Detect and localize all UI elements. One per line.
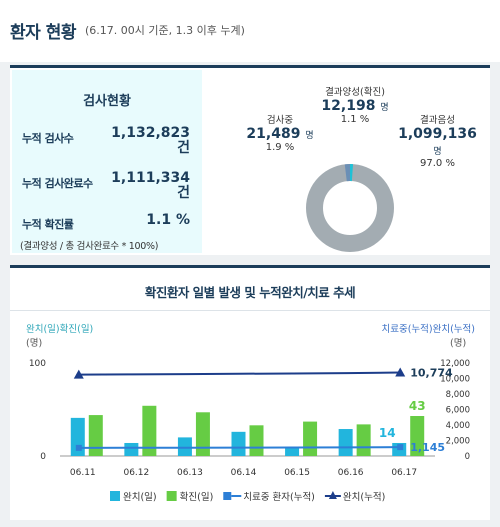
positive-value: 12,198 [321, 98, 376, 114]
line-recovered-cumulative [78, 371, 401, 376]
chart-title: 확진환자 일별 발생 및 누적완치/치료 추세 [144, 285, 356, 300]
left-tick: 100 [29, 359, 46, 369]
left-tick: 0 [40, 452, 46, 462]
data-label: 10,774 [410, 367, 453, 380]
testing-label: 검사중 21,489 명 1.9 % [235, 112, 325, 153]
test-status-panel: 검사현황 누적 검사수 1,132,823 건 누적 검사완료수 1,111,3… [10, 65, 490, 255]
testing-name: 검사중 [266, 115, 294, 126]
donut-base-ring [306, 164, 394, 252]
bar-confirmed-daily [249, 425, 264, 456]
marker-recovered-cumulative [395, 367, 406, 377]
negative-unit: 명 [433, 147, 442, 157]
bar-confirmed-daily [410, 416, 425, 456]
left-axis-label: 완치(일)확진(일) [26, 323, 93, 335]
testing-pct: 1.9 % [265, 142, 295, 153]
cumulative-completed-value: 1,111,334 건 [111, 171, 190, 201]
positive-label: 결과양성(확진) 12,198 명 1.1 % [300, 84, 410, 125]
x-tick-label: 06.12 [123, 468, 149, 478]
legend-label-treating-cumulative: 치료중 환자(누적) [243, 491, 315, 503]
right-tick: 12,000 [440, 359, 470, 369]
bar-confirmed-daily [303, 421, 318, 456]
right-tick: 4,000 [446, 421, 470, 431]
testing-value: 21,489 [246, 126, 301, 142]
x-tick-label: 06.13 [177, 468, 203, 478]
right-tick: 0 [465, 452, 470, 462]
data-label: 14 [379, 426, 396, 440]
line-treating-cumulative [78, 446, 401, 449]
testing-unit: 명 [305, 131, 314, 141]
cumulative-tests-unit: 건 [177, 140, 190, 156]
positive-name: 결과양성(확진) [325, 87, 385, 98]
negative-name: 결과음성 [420, 115, 455, 126]
right-axis-unit: (명) [450, 338, 466, 349]
page-subtitle: (6.17. 00시 기준, 1.3 이후 누계) [85, 24, 245, 37]
x-tick-label: 06.16 [338, 468, 364, 478]
donut-slice-positive [350, 164, 354, 182]
bar-confirmed-daily [88, 415, 103, 456]
cumulative-completed-unit: 건 [177, 185, 190, 201]
bar-recovered-daily [177, 437, 192, 456]
right-tick: 6,000 [446, 406, 470, 416]
negative-label: 결과음성 1,099,136 명 97.0 % [390, 112, 485, 169]
trend-chart: 완치(일)확진(일)(명)치료중(누적)완치(누적)(명)100012,0001… [26, 323, 476, 503]
title-divider [10, 310, 490, 311]
page-title: 환자 현황 [10, 23, 76, 43]
cumulative-completed-label: 누적 검사완료수 [22, 177, 93, 190]
bar-recovered-daily [124, 442, 139, 456]
trend-chart-panel: 확진환자 일별 발생 및 누적완치/치료 추세 완치(일)확진(일) (명) 치료중… [10, 265, 490, 520]
cumulative-tests-label: 누적 검사수 [22, 132, 74, 145]
legend-swatch-recovered-daily [110, 491, 120, 501]
legend-swatch-treating-cumulative [223, 492, 232, 500]
data-label: 1,145 [410, 441, 445, 454]
right-tick: 2,000 [446, 437, 470, 447]
x-tick-label: 06.15 [284, 468, 310, 478]
marker-treating-cumulative [397, 444, 404, 451]
negative-value: 1,099,136 [398, 126, 477, 142]
test-status-title: 검사현황 [83, 94, 131, 109]
x-tick-label: 06.17 [391, 468, 417, 478]
bar-recovered-daily [231, 431, 246, 456]
x-tick-label: 06.14 [231, 468, 257, 478]
page-header: 환자 현황 (6.17. 00시 기준, 1.3 이후 누계) [0, 0, 500, 62]
bar-confirmed-daily [356, 424, 371, 456]
positive-rate-value: 1.1 % [146, 212, 190, 228]
left-axis-unit: (명) [26, 338, 42, 349]
legend-label-recovered-cumulative: 완치(누적) [343, 491, 385, 503]
positive-unit: 명 [380, 103, 389, 113]
right-axis-label: 치료중(누적)완치(누적) [382, 323, 476, 335]
donut-slice-testing [344, 164, 350, 182]
legend-label-recovered-daily: 완치(일) [123, 491, 157, 503]
cumulative-tests-value: 1,132,823 건 [111, 126, 190, 156]
cumulative-tests-number: 1,132,823 [111, 125, 190, 141]
positive-rate-note: (결과양성 / 총 검사완료수 * 100%) [20, 241, 159, 252]
negative-pct: 97.0 % [420, 158, 455, 169]
bar-recovered-daily [338, 429, 353, 456]
positive-rate-label: 누적 확진률 [22, 218, 74, 231]
data-label: 43 [409, 399, 426, 413]
x-tick-label: 06.11 [70, 468, 96, 478]
marker-treating-cumulative [75, 444, 82, 451]
test-result-donut-area: 결과양성(확진) 12,198 명 1.1 % 검사중 21,489 명 1.9… [210, 68, 490, 255]
legend-swatch-confirmed-daily [166, 491, 177, 501]
bar-confirmed-daily [195, 412, 210, 456]
right-tick: 8,000 [446, 390, 470, 400]
cumulative-completed-number: 1,111,334 [111, 170, 190, 186]
positive-pct: 1.1 % [340, 114, 370, 125]
test-status-box: 검사현황 누적 검사수 1,132,823 건 누적 검사완료수 1,111,3… [12, 70, 202, 253]
legend-marker-recovered-cumulative [328, 491, 337, 499]
legend-label-confirmed-daily: 확진(일) [180, 491, 214, 503]
bar-confirmed-daily [142, 405, 157, 456]
marker-recovered-cumulative [73, 369, 84, 379]
bar-recovered-daily [285, 446, 300, 456]
right-tick: 10,000 [440, 375, 470, 385]
